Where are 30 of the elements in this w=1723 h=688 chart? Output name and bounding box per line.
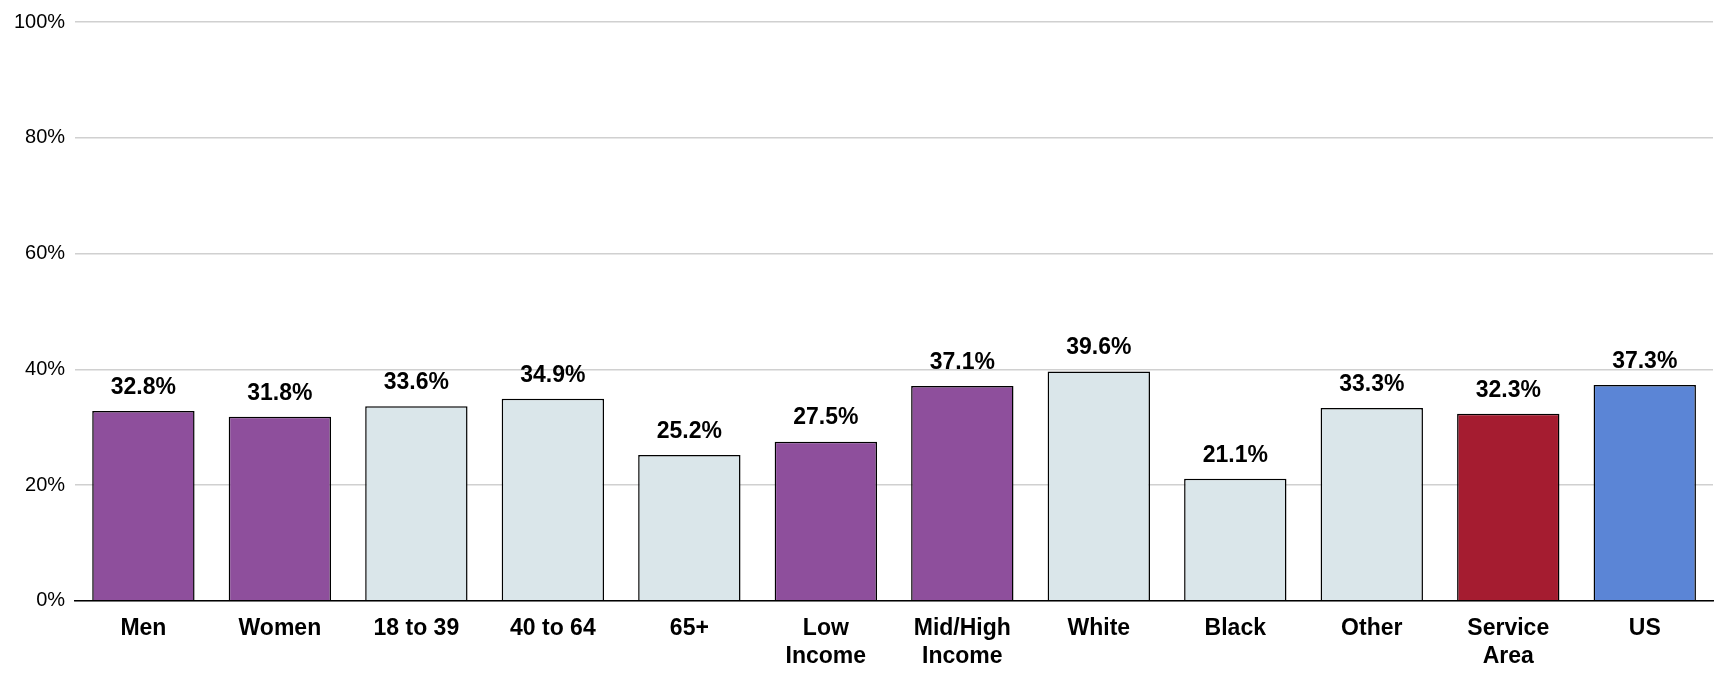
- x-tick-label: 40 to 64: [510, 613, 596, 640]
- x-tick-label: White: [1067, 613, 1131, 640]
- x-tick-label: Men: [120, 613, 167, 640]
- x-tick-label: Black: [1204, 613, 1267, 640]
- y-tick-label: 100%: [14, 9, 66, 32]
- x-tick-label: Other: [1341, 613, 1403, 640]
- x-tick-label: Mid/High Income: [913, 613, 1011, 668]
- y-tick-label: 60%: [25, 241, 66, 264]
- data-label: 32.8%: [110, 372, 177, 399]
- data-label: 32.3%: [1475, 375, 1541, 402]
- y-tick-label: 20%: [25, 472, 66, 495]
- x-tick-label: US: [1628, 613, 1661, 640]
- x-tick-label: Service Area: [1467, 613, 1550, 668]
- data-label: 31.8%: [247, 378, 313, 405]
- x-tick-label: Women: [238, 613, 322, 640]
- data-label: 39.6%: [1066, 333, 1132, 360]
- data-label: 33.3%: [1339, 369, 1405, 396]
- data-label: 33.6%: [383, 368, 449, 395]
- x-tick-label: Low Income: [785, 613, 867, 668]
- data-label: 34.9%: [520, 360, 586, 387]
- data-label: 37.3%: [1612, 346, 1678, 373]
- data-label: 27.5%: [793, 403, 859, 430]
- data-label: 21.1%: [1202, 440, 1268, 467]
- data-label: 25.2%: [656, 416, 722, 443]
- y-tick-label: 40%: [25, 356, 66, 379]
- data-label: 37.1%: [929, 347, 995, 374]
- x-tick-label: 18 to 39: [373, 613, 460, 640]
- y-tick-label: 0%: [36, 588, 66, 611]
- y-tick-label: 80%: [25, 125, 66, 148]
- x-tick-label: 65+: [669, 613, 709, 640]
